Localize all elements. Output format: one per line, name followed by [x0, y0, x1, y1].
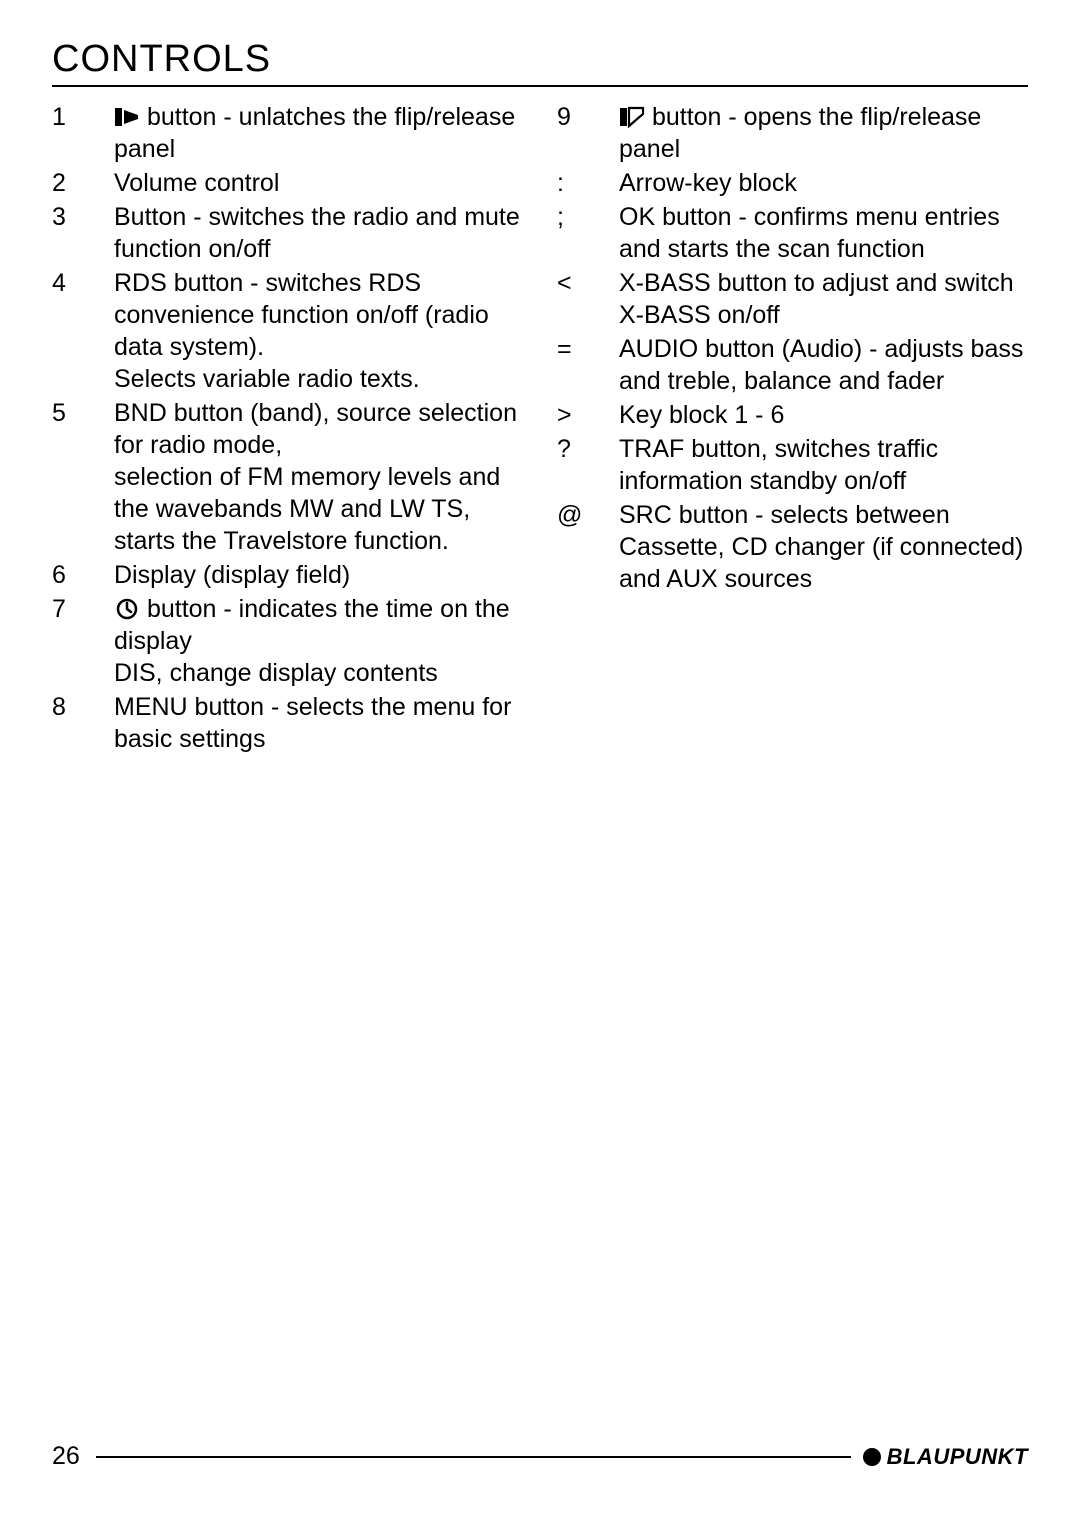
item-marker: 3 [52, 201, 114, 265]
list-item: <X-BASS button to adjust and switch X-BA… [557, 267, 1028, 331]
list-item: 3Button - switches the radio and mute fu… [52, 201, 523, 265]
item-text: button - opens the flip/release panel [619, 101, 1028, 165]
item-description: BND button (band), source selection for … [114, 397, 523, 557]
item-description: Arrow-key block [619, 167, 1028, 199]
list-item: :Arrow-key block [557, 167, 1028, 199]
item-description: button - indicates the time on the displ… [114, 593, 523, 689]
item-text-after-icon: button - indicates the time on the displ… [114, 595, 510, 655]
item-text: button - unlatches the flip/release pane… [114, 101, 523, 165]
list-item: 4RDS button - switches RDS convenience f… [52, 267, 523, 395]
item-text: AUDIO button (Audio) - adjusts bass and … [619, 333, 1028, 397]
item-text-secondary: Selects variable radio texts. [114, 363, 523, 395]
item-text: OK button - confirms menu entries and st… [619, 201, 1028, 265]
item-description: OK button - confirms menu entries and st… [619, 201, 1028, 265]
item-marker: : [557, 167, 619, 199]
item-text: Key block 1 - 6 [619, 399, 1028, 431]
right-column: 9 button - opens the flip/release panel:… [557, 101, 1028, 757]
item-marker: 8 [52, 691, 114, 755]
item-text: RDS button - switches RDS convenience fu… [114, 267, 523, 363]
item-marker: @ [557, 499, 619, 595]
item-text: Button - switches the radio and mute fun… [114, 201, 523, 265]
item-text: TRAF button, switches traffic informatio… [619, 433, 1028, 497]
item-description: MENU button - selects the menu for basic… [114, 691, 523, 755]
item-marker: 6 [52, 559, 114, 591]
item-marker: 4 [52, 267, 114, 395]
list-item: 5BND button (band), source selection for… [52, 397, 523, 557]
item-description: Button - switches the radio and mute fun… [114, 201, 523, 265]
item-text: button - indicates the time on the displ… [114, 593, 523, 657]
item-description: Display (display field) [114, 559, 523, 591]
list-item: >Key block 1 - 6 [557, 399, 1028, 431]
item-marker: 2 [52, 167, 114, 199]
item-marker: 9 [557, 101, 619, 165]
item-text: Display (display field) [114, 559, 523, 591]
open-panel-icon [619, 106, 645, 128]
unlatch-icon [114, 106, 140, 128]
item-description: button - unlatches the flip/release pane… [114, 101, 523, 165]
item-text: X-BASS button to adjust and switch X-BAS… [619, 267, 1028, 331]
item-marker: < [557, 267, 619, 331]
content-columns: 1 button - unlatches the flip/release pa… [52, 101, 1028, 757]
page-title: CONTROLS [52, 38, 1028, 87]
item-marker: > [557, 399, 619, 431]
list-item: 6Display (display field) [52, 559, 523, 591]
list-item: 1 button - unlatches the flip/release pa… [52, 101, 523, 165]
item-description: button - opens the flip/release panel [619, 101, 1028, 165]
item-text-after-icon: button - opens the flip/release panel [619, 103, 981, 163]
item-description: X-BASS button to adjust and switch X-BAS… [619, 267, 1028, 331]
list-item: 2Volume control [52, 167, 523, 199]
item-description: Key block 1 - 6 [619, 399, 1028, 431]
item-text: BND button (band), source selection for … [114, 397, 523, 461]
page-number: 26 [52, 1442, 80, 1471]
list-item: @SRC button - selects between Cassette, … [557, 499, 1028, 595]
footer-rule [96, 1456, 851, 1458]
item-marker: 7 [52, 593, 114, 689]
list-item: ;OK button - confirms menu entries and s… [557, 201, 1028, 265]
item-text-secondary: selection of FM memory levels and the wa… [114, 461, 523, 557]
item-text-secondary: DIS, change display contents [114, 657, 523, 689]
item-description: AUDIO button (Audio) - adjusts bass and … [619, 333, 1028, 397]
page-footer: 26 BLAUPUNKT [52, 1442, 1028, 1471]
left-column: 1 button - unlatches the flip/release pa… [52, 101, 523, 757]
list-item: 9 button - opens the flip/release panel [557, 101, 1028, 165]
list-item: =AUDIO button (Audio) - adjusts bass and… [557, 333, 1028, 397]
brand-dot-icon [863, 1448, 881, 1466]
item-description: RDS button - switches RDS convenience fu… [114, 267, 523, 395]
brand-text: BLAUPUNKT [887, 1444, 1028, 1470]
item-marker: 5 [52, 397, 114, 557]
item-text: MENU button - selects the menu for basic… [114, 691, 523, 755]
item-marker: 1 [52, 101, 114, 165]
item-description: SRC button - selects between Cassette, C… [619, 499, 1028, 595]
list-item: 8MENU button - selects the menu for basi… [52, 691, 523, 755]
item-text-after-icon: button - unlatches the flip/release pane… [114, 103, 515, 163]
item-text: Volume control [114, 167, 523, 199]
item-marker: ? [557, 433, 619, 497]
list-item: ?TRAF button, switches traffic informati… [557, 433, 1028, 497]
item-marker: ; [557, 201, 619, 265]
clock-icon [114, 598, 140, 620]
item-marker: = [557, 333, 619, 397]
item-description: Volume control [114, 167, 523, 199]
item-description: TRAF button, switches traffic informatio… [619, 433, 1028, 497]
brand-logo: BLAUPUNKT [863, 1444, 1028, 1470]
item-text: Arrow-key block [619, 167, 1028, 199]
list-item: 7 button - indicates the time on the dis… [52, 593, 523, 689]
item-text: SRC button - selects between Cassette, C… [619, 499, 1028, 595]
